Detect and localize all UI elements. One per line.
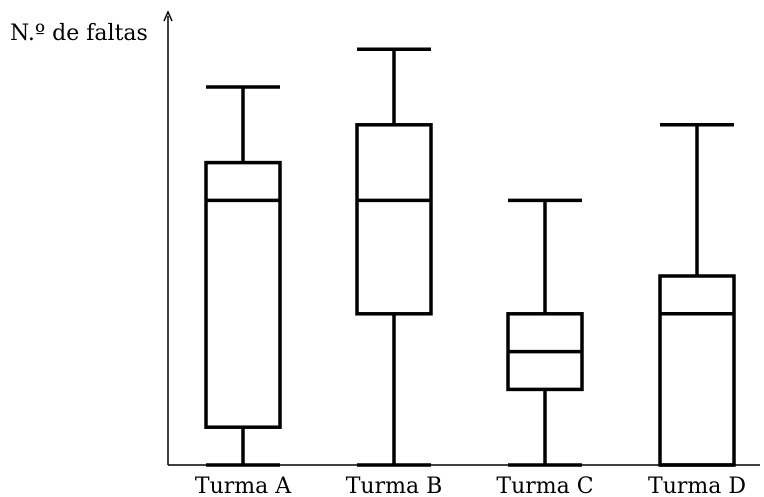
x-tick-label: Turma C bbox=[496, 474, 593, 497]
x-tick-label: Turma B bbox=[346, 474, 443, 497]
box-3 bbox=[506, 198, 584, 467]
x-tick-labels: Turma A Turma B Turma C Turma D bbox=[195, 474, 746, 497]
iqr-box bbox=[355, 123, 433, 316]
box-1 bbox=[204, 85, 282, 467]
y-axis-arrow bbox=[163, 10, 173, 22]
iqr-box bbox=[658, 274, 736, 467]
iqr-box bbox=[204, 160, 282, 429]
x-tick-label: Turma A bbox=[195, 474, 292, 497]
x-tick-label: Turma D bbox=[648, 474, 746, 497]
axes bbox=[163, 10, 760, 466]
y-axis-label: N.º de faltas bbox=[10, 21, 148, 46]
box-2 bbox=[355, 47, 433, 467]
box-4 bbox=[658, 123, 736, 467]
boxes bbox=[204, 47, 736, 467]
